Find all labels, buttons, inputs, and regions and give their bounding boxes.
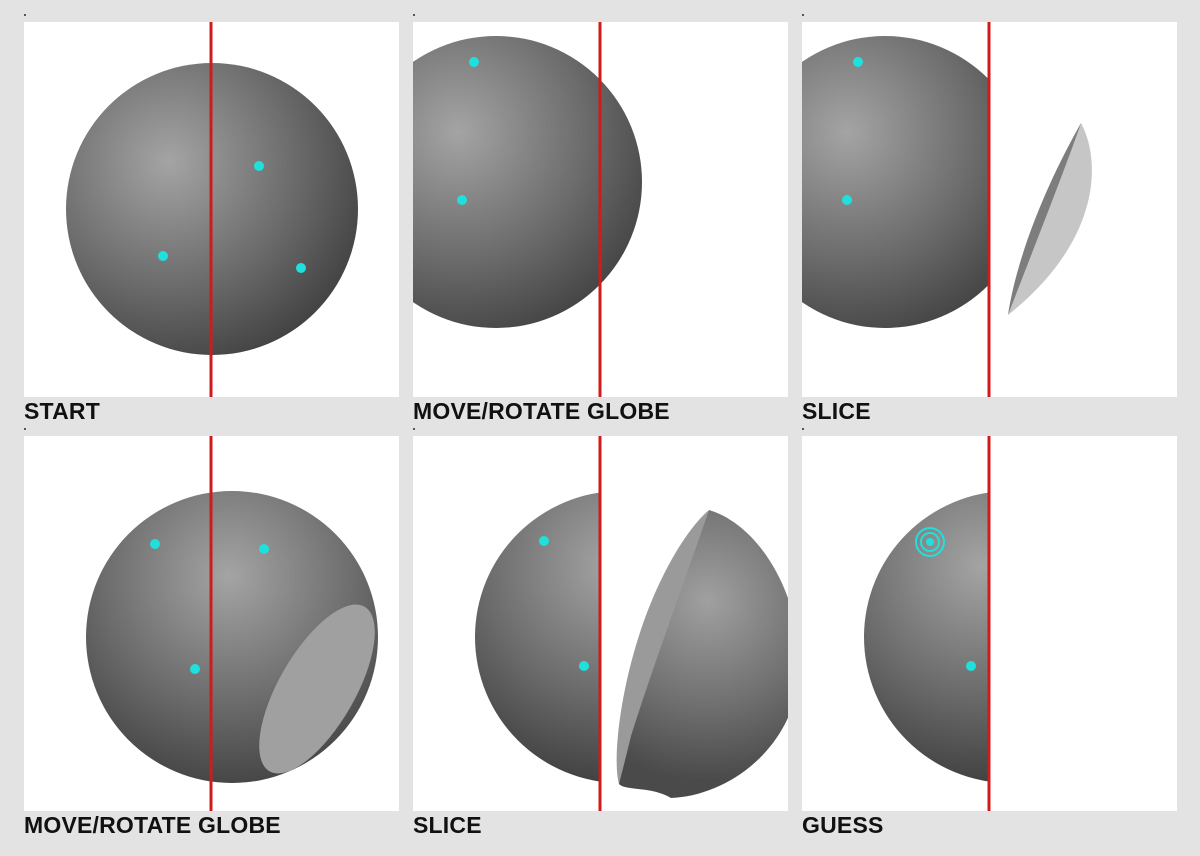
- marker-dot: [254, 161, 264, 171]
- marker-dot: [190, 664, 200, 674]
- corner-tick: [413, 14, 415, 16]
- corner-tick: [802, 14, 804, 16]
- panel-guess: [802, 436, 1177, 811]
- sliced-cap-shell: [1008, 123, 1092, 315]
- panel-move-rotate-2-drawing: [86, 436, 378, 811]
- caption-start: START: [24, 398, 100, 424]
- marker-dot: [469, 57, 479, 67]
- panel-move-rotate-2: [24, 436, 399, 811]
- panel-move-rotate-1-drawing: [413, 22, 642, 397]
- cut-face: [259, 604, 375, 774]
- globe-remaining: [802, 36, 989, 328]
- caption-move-rotate-1: MOVE/ROTATE GLOBE: [413, 398, 670, 424]
- caption-slice-1: SLICE: [802, 398, 871, 424]
- guess-target-icon: [915, 527, 945, 557]
- marker-dot: [579, 661, 589, 671]
- panel-slice-1: [802, 22, 1177, 397]
- corner-tick: [24, 14, 26, 16]
- marker-dot: [842, 195, 852, 205]
- caption-slice-2: SLICE: [413, 812, 482, 838]
- corner-tick: [24, 428, 26, 430]
- marker-dot: [158, 251, 168, 261]
- caption-guess: GUESS: [802, 812, 884, 838]
- panel-move-rotate-1: [413, 22, 788, 397]
- sliced-piece-face: [616, 510, 709, 784]
- marker-dot: [539, 536, 549, 546]
- panel-slice-2-drawing: [475, 436, 788, 811]
- globe-remaining: [475, 492, 600, 782]
- marker-dot: [966, 661, 976, 671]
- marker-dot: [150, 539, 160, 549]
- caption-move-rotate-2: MOVE/ROTATE GLOBE: [24, 812, 281, 838]
- marker-dot: [296, 263, 306, 273]
- marker-dot: [457, 195, 467, 205]
- panel-start: [24, 22, 399, 397]
- sliced-piece-shell: [619, 510, 788, 798]
- globe: [413, 36, 642, 328]
- panel-slice-1-drawing: [802, 22, 1092, 397]
- sliced-cap-face: [1008, 123, 1081, 315]
- panel-start-drawing: [66, 22, 358, 397]
- panel-guess-drawing: [864, 436, 991, 811]
- corner-tick: [413, 428, 415, 430]
- marker-dot: [259, 544, 269, 554]
- corner-tick: [802, 428, 804, 430]
- panel-slice-2: [413, 436, 788, 811]
- marker-dot: [853, 57, 863, 67]
- globe-remaining: [864, 492, 989, 782]
